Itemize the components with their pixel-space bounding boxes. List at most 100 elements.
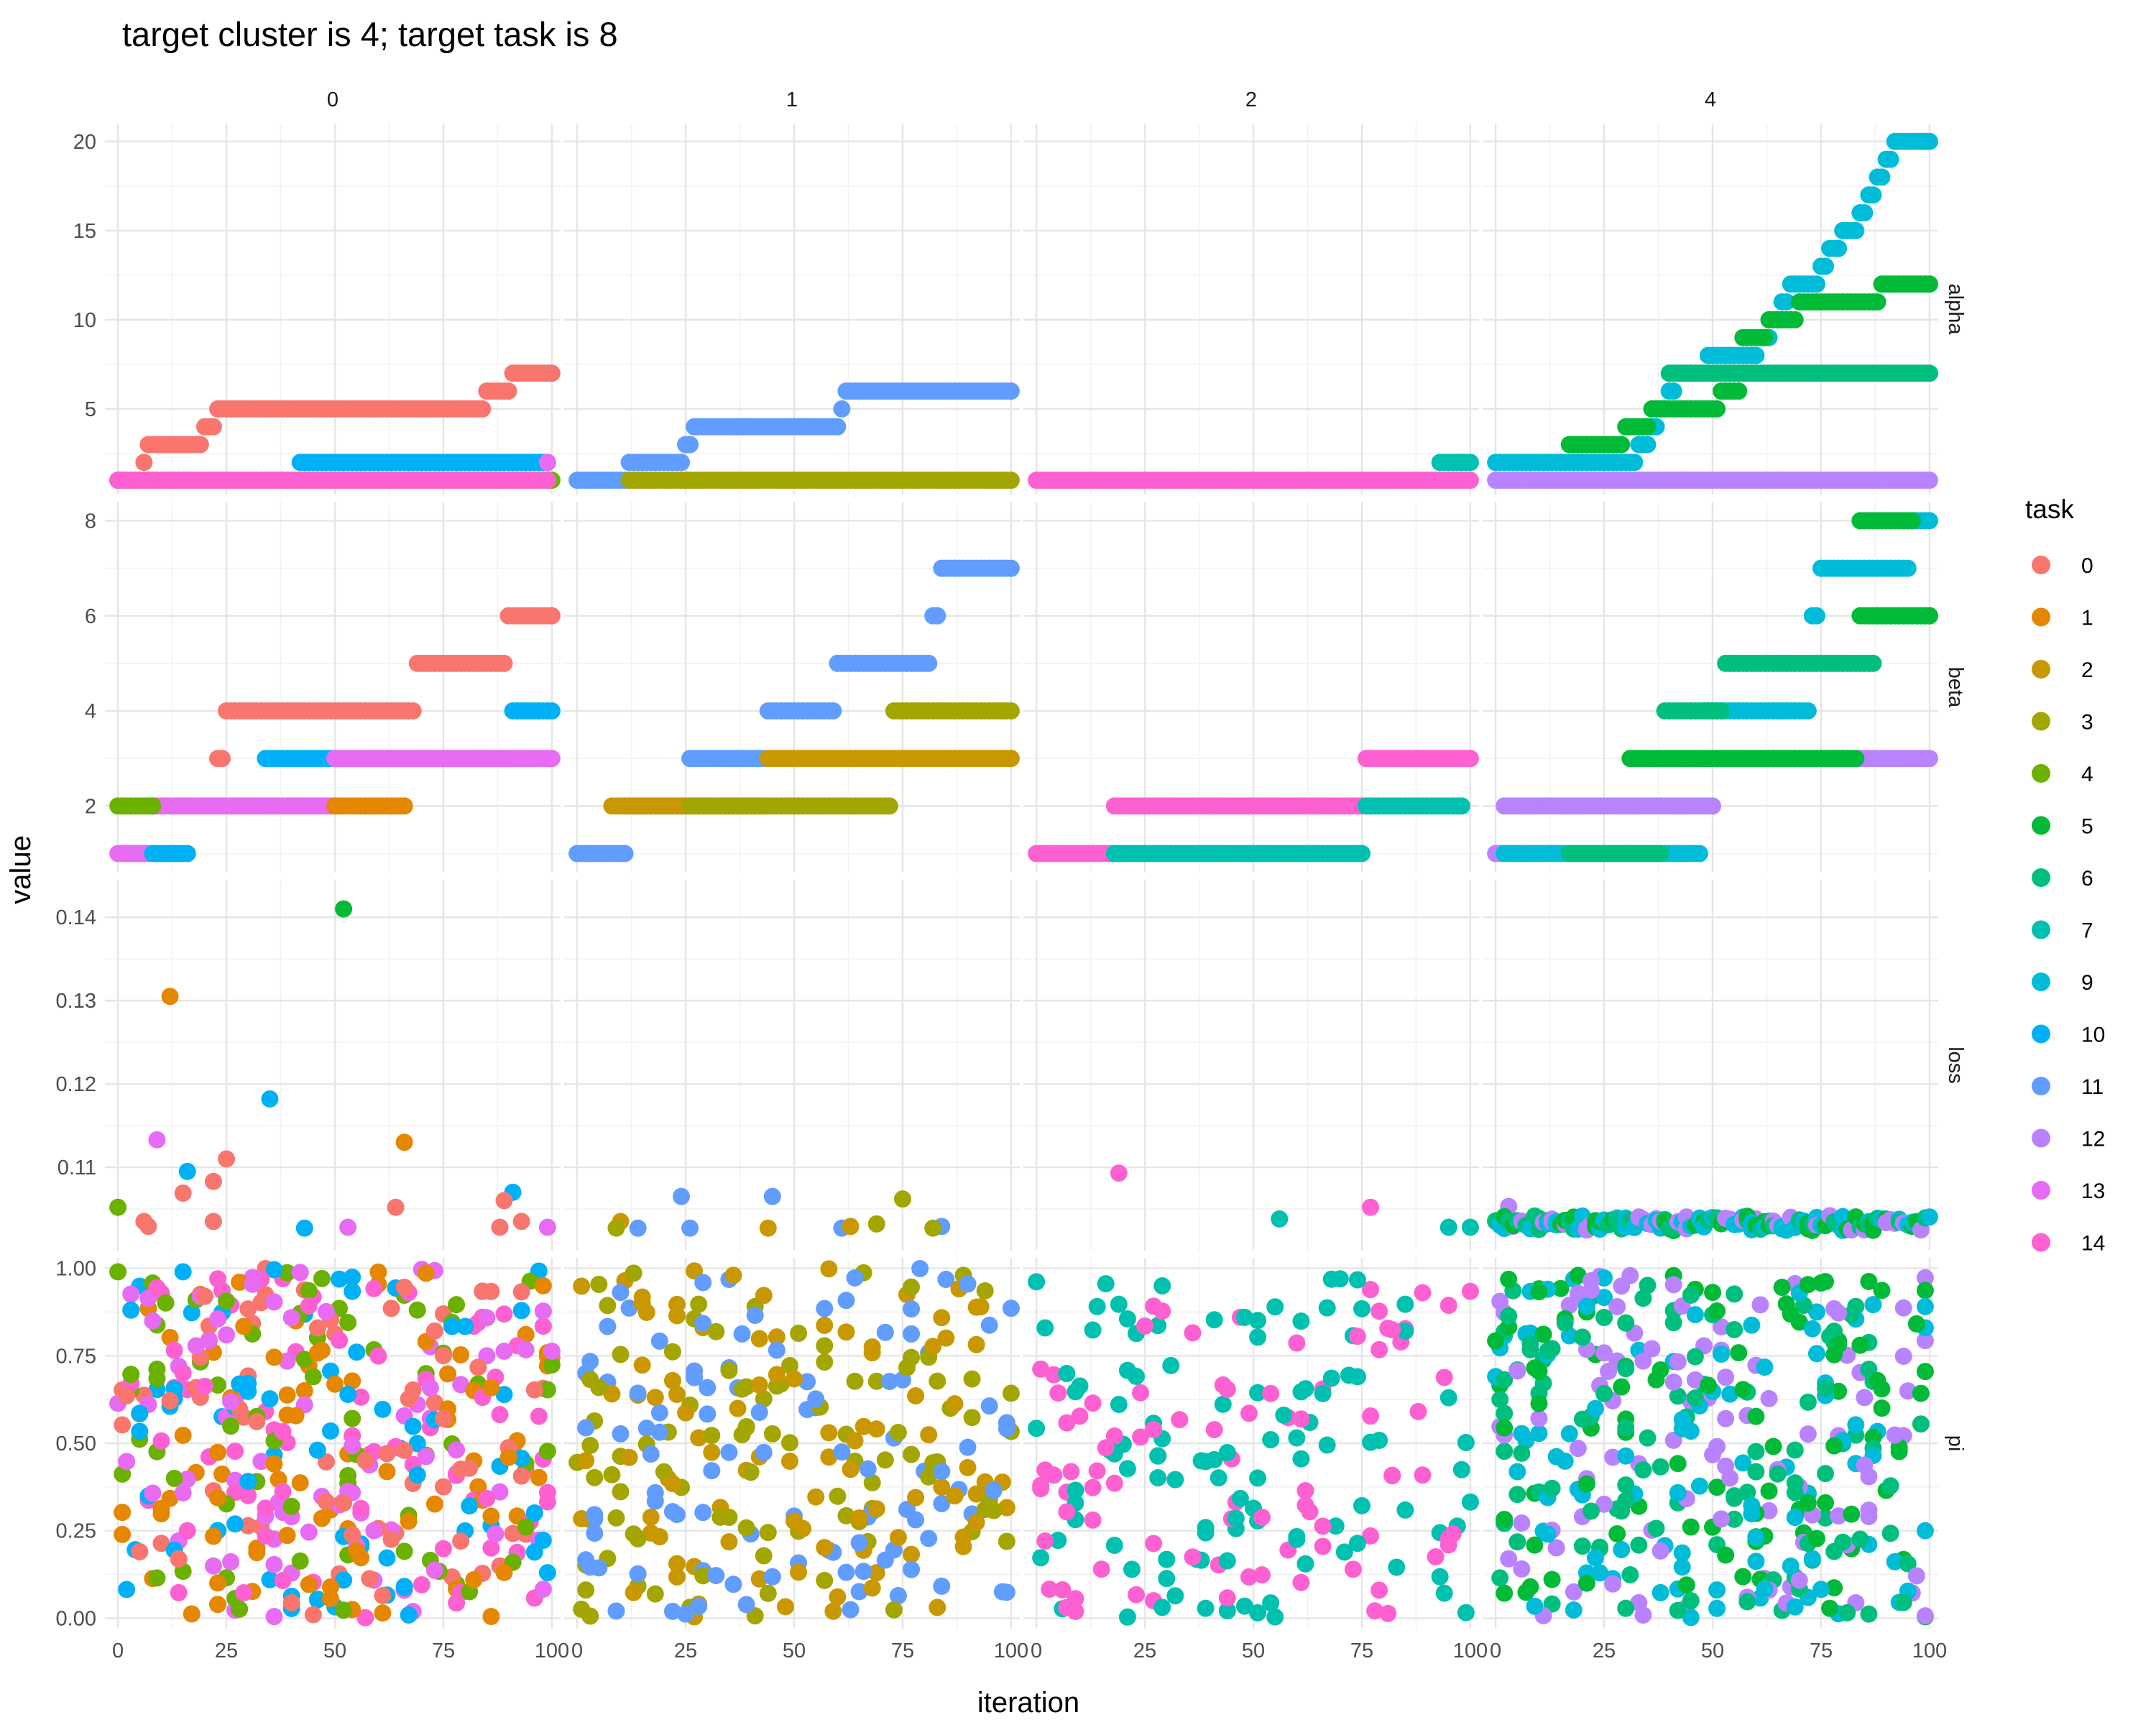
pi-point	[1747, 1529, 1765, 1547]
pi-point	[404, 1381, 422, 1399]
pi-point	[1869, 1371, 1886, 1389]
step-point	[1639, 436, 1657, 454]
legend-label: 1	[2081, 607, 2093, 630]
pi-point	[1647, 1519, 1665, 1537]
pi-point	[1118, 1310, 1136, 1328]
pi-point	[946, 1395, 964, 1413]
pi-point	[1071, 1407, 1089, 1425]
pi-point	[637, 1420, 655, 1438]
legend-label: 2	[2081, 658, 2093, 682]
pi-point	[321, 1362, 339, 1380]
pi-point	[976, 1501, 994, 1519]
pi-point	[1166, 1471, 1184, 1489]
pi-point	[1812, 1274, 1830, 1292]
pi-point	[538, 1381, 556, 1399]
x-tick-label: 25	[1593, 1639, 1616, 1662]
pi-point	[1760, 1501, 1778, 1519]
step-point	[833, 400, 851, 418]
pi-point	[300, 1282, 318, 1300]
pi-point	[1045, 1366, 1063, 1384]
loss-point	[681, 1219, 699, 1237]
pi-point	[1817, 1509, 1835, 1527]
pi-point	[530, 1468, 548, 1486]
pi-point	[720, 1443, 738, 1461]
step-point	[1713, 702, 1731, 720]
pi-point	[1491, 1391, 1509, 1409]
step-point	[824, 702, 842, 720]
pi-point	[763, 1425, 781, 1443]
pi-point	[650, 1423, 668, 1441]
pi-point	[889, 1587, 907, 1605]
pi-point	[448, 1594, 466, 1612]
pi-point	[1669, 1387, 1687, 1405]
pi-point	[720, 1361, 738, 1379]
step-point	[543, 750, 561, 768]
pi-point	[1327, 1517, 1345, 1535]
pi-point	[954, 1537, 972, 1555]
pi-point	[1773, 1279, 1791, 1297]
pi-point	[1002, 1384, 1020, 1402]
pi-point	[1092, 1560, 1110, 1578]
loss-point	[1110, 1164, 1128, 1182]
pi-point	[1028, 1420, 1046, 1438]
pi-point	[1262, 1594, 1280, 1612]
pi-point	[1634, 1606, 1652, 1624]
pi-point	[344, 1282, 361, 1300]
pi-point	[1166, 1587, 1184, 1605]
pi-point	[1573, 1328, 1591, 1346]
pi-point	[929, 1372, 946, 1390]
pi-point	[885, 1601, 903, 1619]
pi-point	[776, 1598, 794, 1616]
pi-point	[1084, 1511, 1102, 1529]
pi-point	[1253, 1508, 1271, 1526]
pi-point	[1639, 1429, 1657, 1447]
pi-point	[816, 1337, 834, 1355]
pi-point	[1288, 1334, 1306, 1352]
pi-point	[837, 1563, 855, 1581]
pi-point	[577, 1581, 595, 1599]
step-point	[538, 454, 556, 472]
pi-point	[231, 1273, 249, 1291]
pi-point	[642, 1524, 660, 1542]
pi-point	[465, 1570, 483, 1588]
pi-point	[165, 1469, 183, 1487]
loss-point	[491, 1218, 509, 1236]
pi-point	[790, 1563, 808, 1581]
pi-point	[195, 1377, 213, 1395]
pi-point	[1686, 1348, 1704, 1366]
pi-point	[308, 1441, 326, 1459]
pi-point	[1881, 1524, 1899, 1542]
pi-point	[694, 1567, 712, 1585]
pi-point	[1673, 1544, 1691, 1562]
pi-point	[1591, 1564, 1609, 1582]
loss-point	[1439, 1218, 1457, 1236]
pi-point	[200, 1332, 218, 1350]
pi-point	[655, 1463, 673, 1481]
pi-point	[461, 1497, 479, 1515]
pi-point	[1153, 1302, 1171, 1320]
pi-point	[344, 1372, 361, 1390]
pi-point	[816, 1300, 834, 1317]
pi-point	[607, 1602, 625, 1620]
pi-point	[317, 1302, 335, 1320]
pi-point	[1617, 1476, 1635, 1494]
step-point	[1903, 512, 1921, 530]
data-marks	[109, 132, 1938, 1627]
pi-point	[378, 1463, 396, 1481]
facet-row-label: beta	[1944, 667, 1967, 708]
pi-point	[543, 1342, 561, 1360]
y-tick-label: 0.25	[56, 1520, 96, 1543]
pi-point	[369, 1347, 387, 1365]
pi-point	[1496, 1371, 1514, 1389]
pi-point	[1899, 1555, 1917, 1573]
pi-point	[534, 1532, 552, 1550]
pi-point	[1682, 1286, 1700, 1304]
pi-point	[382, 1530, 400, 1548]
pi-point	[204, 1527, 222, 1545]
legend-key	[2032, 1128, 2050, 1148]
pi-point	[1396, 1501, 1414, 1519]
step-point	[499, 382, 517, 400]
loss-point	[109, 1198, 127, 1216]
pi-point	[1726, 1487, 1743, 1505]
